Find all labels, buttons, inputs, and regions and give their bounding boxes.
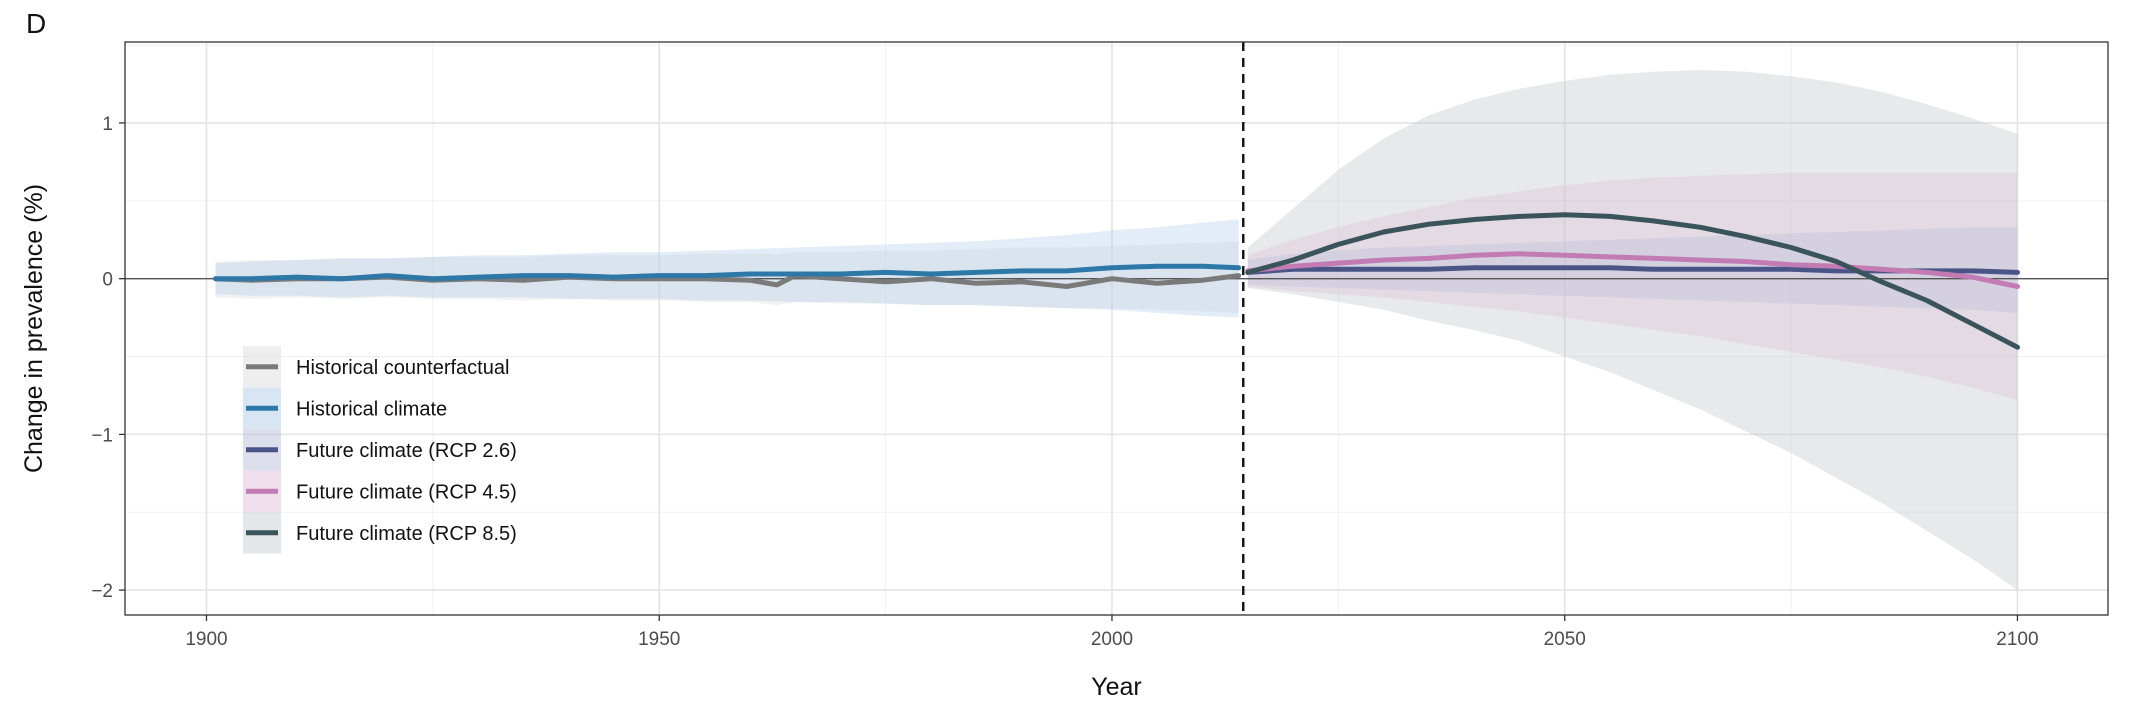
x-tick-label: 1900 bbox=[185, 629, 227, 650]
legend-label: Future climate (RCP 2.6) bbox=[296, 440, 517, 462]
legend-label: Historical climate bbox=[296, 398, 447, 420]
uncertainty-band bbox=[1247, 172, 2018, 401]
y-tick-label: 1 bbox=[102, 114, 113, 135]
y-tick-label: 0 bbox=[102, 270, 113, 291]
legend-label: Future climate (RCP 8.5) bbox=[296, 523, 517, 545]
series-line bbox=[213, 263, 1242, 282]
x-axis-title: Year bbox=[1091, 673, 1142, 701]
y-tick-label: −2 bbox=[91, 581, 113, 602]
uncertainty-band bbox=[1247, 70, 2018, 591]
legend-label: Future climate (RCP 4.5) bbox=[296, 481, 517, 503]
panel-label: D bbox=[26, 8, 47, 39]
axes: 1900 1950 2000 2050 2100 −2 −1 0 1 bbox=[91, 114, 2038, 650]
plot-border bbox=[124, 41, 2109, 616]
series-lines bbox=[213, 212, 2020, 350]
y-axis-title: Change in prevalence (%) bbox=[20, 184, 48, 473]
x-tick-label: 2100 bbox=[1996, 629, 2038, 650]
x-tick-label: 2000 bbox=[1091, 629, 1133, 650]
y-tick-label: −1 bbox=[91, 425, 113, 446]
series-line bbox=[1245, 251, 2020, 289]
x-tick-label: 2050 bbox=[1544, 629, 1586, 650]
legend-label: Historical counterfactual bbox=[296, 357, 509, 379]
x-tick-label: 1950 bbox=[638, 629, 680, 650]
uncertainty-band bbox=[215, 219, 1239, 318]
series-line bbox=[1245, 212, 2020, 350]
legend: Historical counterfactual Historical clim… bbox=[243, 346, 517, 554]
